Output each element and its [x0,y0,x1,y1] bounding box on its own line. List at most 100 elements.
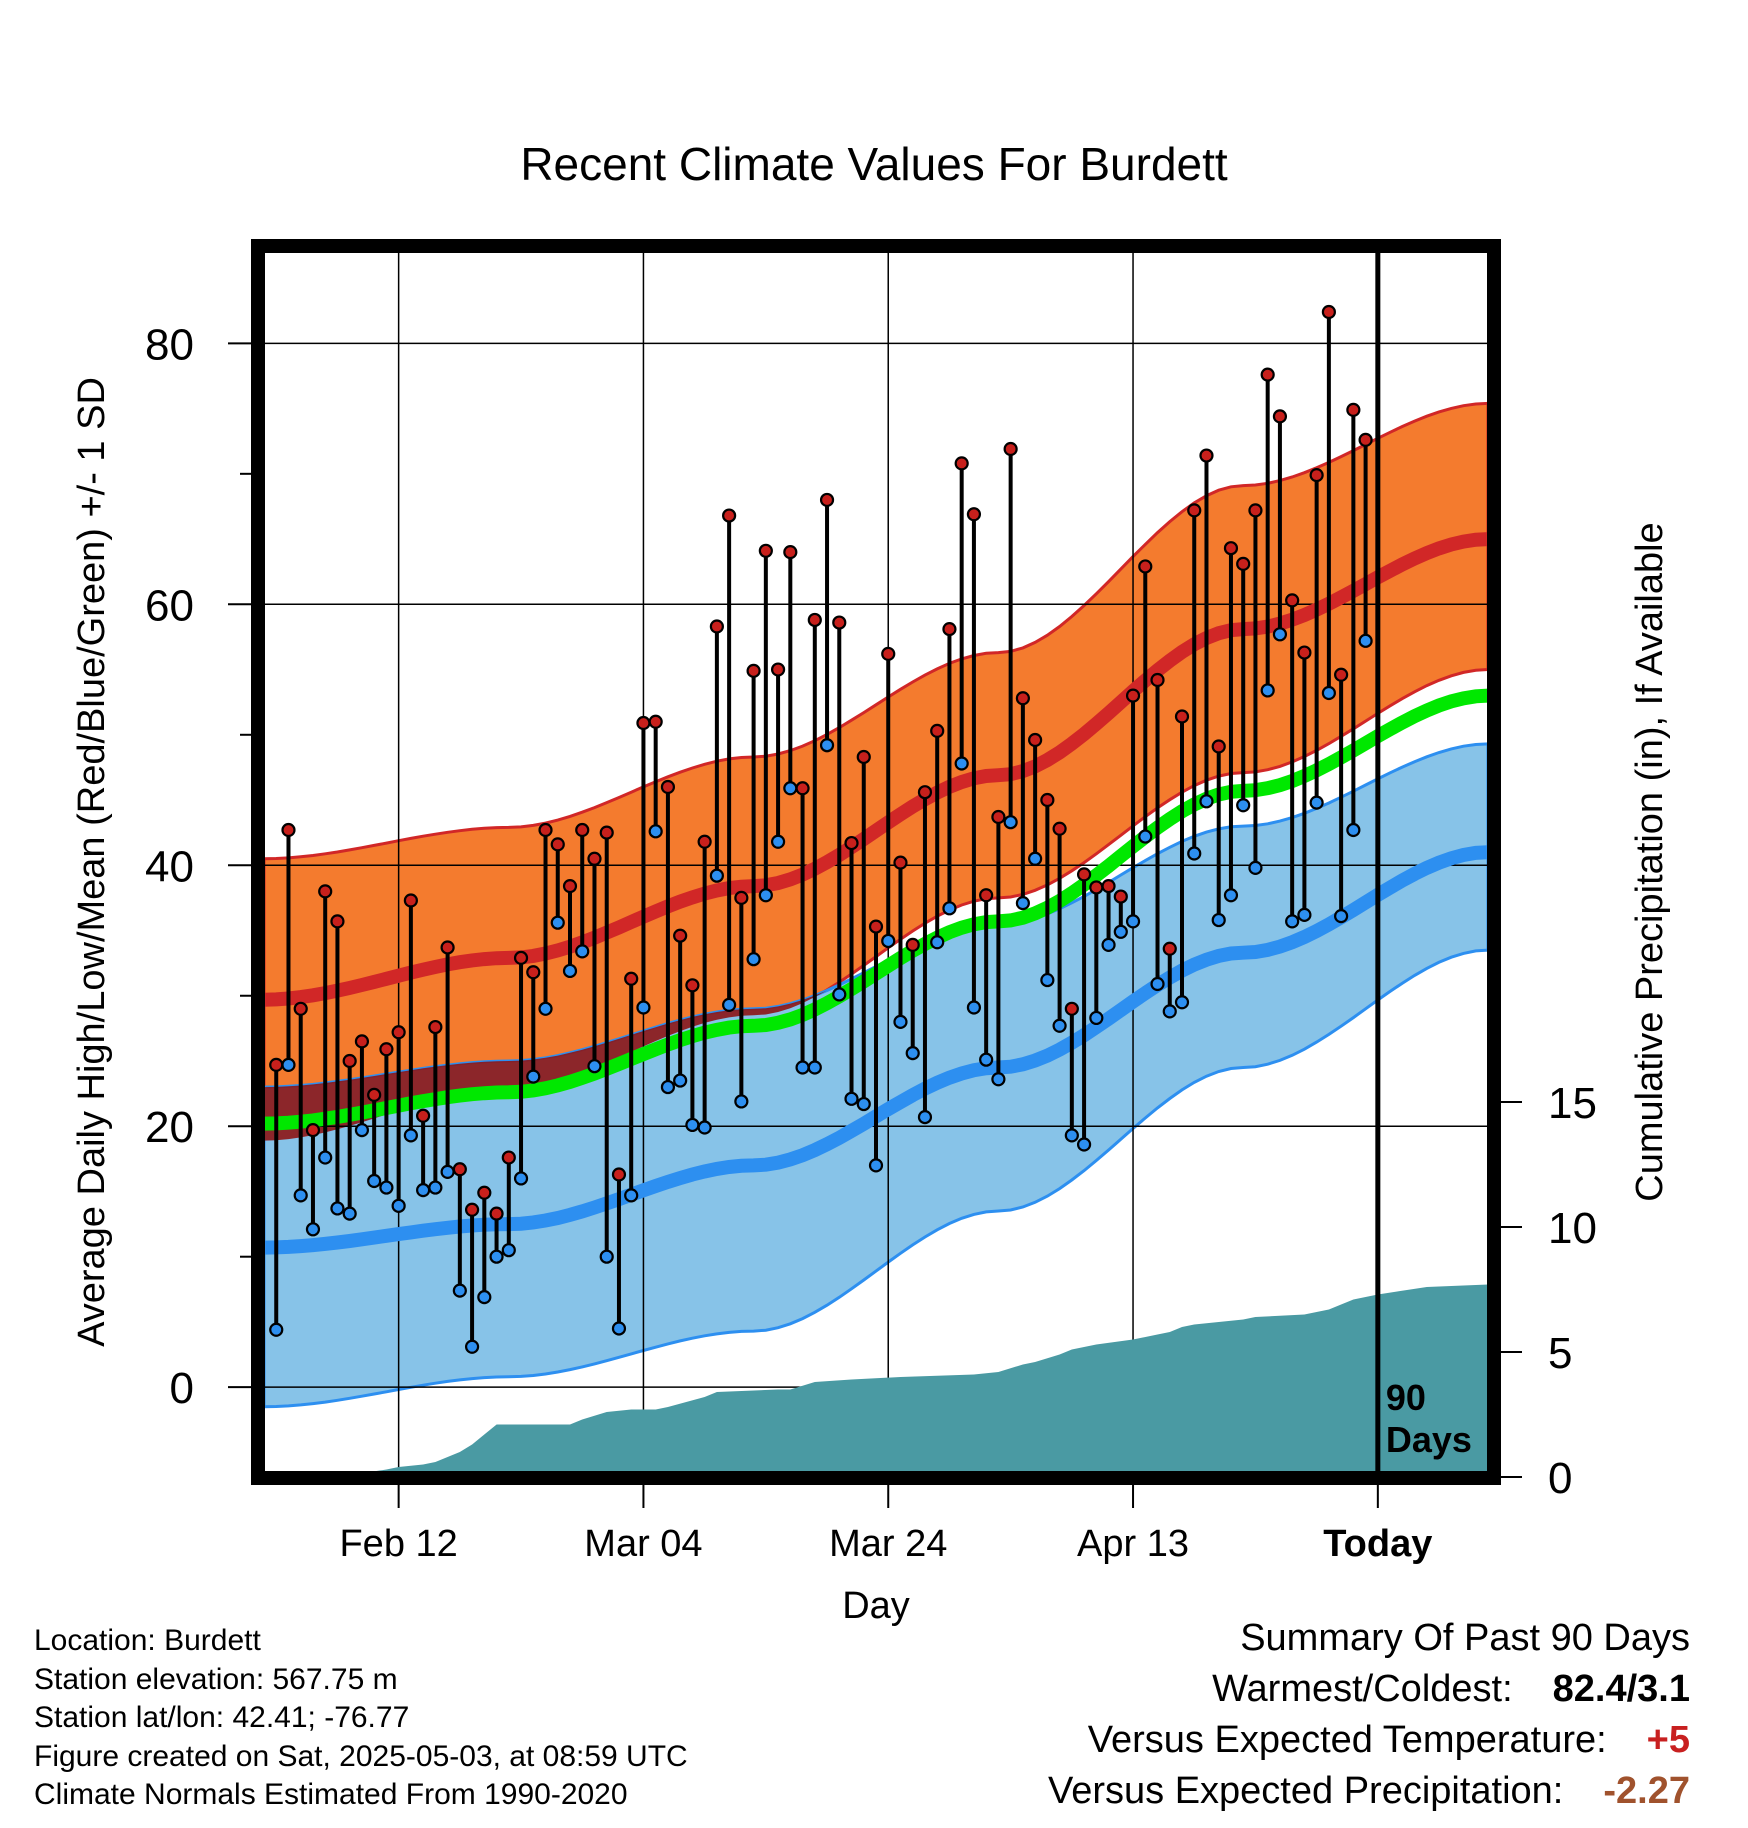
obs-high-point [868,919,884,934]
cumulative-precip-area [370,1284,1488,1472]
temp-label: Versus Expected Temperature: [1087,1719,1607,1761]
obs-high-point [1358,432,1373,447]
obs-low-point [293,1188,308,1203]
obs-high-point [991,809,1006,825]
obs-high-point [1260,367,1275,382]
summary-precip-row: Versus Expected Precipitation: -2.27 [1048,1766,1690,1817]
obs-low-point [746,952,761,967]
obs-high-point [942,621,957,637]
obs-high-point [856,749,871,765]
x-axis-label: Day [842,1585,910,1627]
obs-low-point [917,1109,933,1125]
obs-low-point [318,1150,333,1165]
obs-high-point [416,1108,431,1123]
obs-high-point [966,507,982,522]
obs-high-point [1003,441,1018,457]
obs-low-point [1321,685,1336,701]
obs-high-point [1138,559,1153,574]
obs-low-point [1187,846,1202,861]
obs-high-point [746,663,761,678]
obs-low-point [868,1158,884,1173]
obs-low-point [342,1206,357,1221]
obs-low-point [1064,1128,1079,1143]
obs-high-point [330,914,345,929]
obs-low-point [991,1072,1006,1087]
obs-low-point [1236,798,1251,813]
obs-high-point [758,543,773,558]
obs-high-point [587,851,602,866]
x-tick-label: Feb 12 [339,1523,457,1565]
obs-high-point [783,545,798,560]
obs-low-point [391,1198,406,1213]
obs-low-point [722,997,737,1012]
obs-high-point [452,1162,467,1177]
obs-low-point [930,935,945,950]
obs-high-point [379,1042,394,1057]
obs-low-point [893,1014,908,1029]
y-tick-label: 20 [145,1103,194,1152]
obs-low-point [1174,995,1190,1010]
obs-high-point [1125,688,1141,703]
x-tick-label: Mar 04 [584,1523,702,1565]
obs-low-point [611,1321,627,1336]
plot-frame [251,239,1501,1485]
obs-high-point [1064,1001,1079,1016]
obs-low-point [1199,794,1214,809]
obs-high-point [1076,867,1092,882]
obs-low-point [1285,914,1300,929]
obs-high-point [599,825,614,840]
y2-axis-label: Cumulative Precipitation (in), If Availa… [1629,522,1671,1201]
obs-low-point [330,1201,345,1216]
obs-low-point [1101,937,1116,952]
normal-high-line [264,532,1488,1007]
obs-low-point [550,915,565,930]
obs-low-point [819,738,835,753]
obs-high-point [391,1025,406,1040]
obs-low-point [1297,907,1312,922]
today-annotation: 90 Days [1386,1377,1472,1460]
obs-high-point [562,879,578,894]
obs-low-point [807,1060,822,1075]
obs-high-point [1028,732,1043,748]
obs-low-point [660,1079,676,1095]
obs-high-point [305,1123,321,1138]
y-tick-label: 40 [145,842,194,891]
obs-high-point [318,884,333,899]
obs-high-point [269,1057,284,1072]
obs-high-point [636,715,651,731]
temp-value: +5 [1646,1719,1690,1761]
warmest-value: 82.4/3.1 [1552,1668,1690,1710]
obs-high-point [648,714,663,729]
obs-high-point [1015,691,1030,706]
obs-low-point [1248,860,1263,875]
obs-low-point [979,1052,994,1067]
obs-high-point [917,785,933,800]
obs-low-point [783,781,798,796]
obs-low-point [856,1096,871,1112]
station-info: Location: Burdett Station elevation: 567… [34,1622,688,1815]
chart-title: Recent Climate Values For Burdett [520,138,1228,190]
obs-low-point [1113,924,1128,939]
obs-high-point [685,978,700,993]
obs-high-point [1101,879,1116,894]
obs-low-point [1125,914,1141,929]
y2-tick-label: 15 [1548,1079,1597,1128]
obs-high-point [1334,667,1349,682]
obs-high-point [979,888,994,903]
obs-low-point [1015,896,1030,911]
obs-high-point [795,781,810,796]
obs-high-point [501,1150,516,1165]
obs-high-point [440,940,455,955]
obs-low-point [905,1046,920,1061]
obs-high-point [1272,409,1288,424]
obs-high-point [930,723,945,738]
obs-high-point [428,1019,443,1035]
obs-high-point [1089,880,1104,895]
obs-high-point [1199,448,1214,463]
obs-high-point [538,822,553,838]
obs-high-point [611,1167,627,1182]
obs-high-point [477,1185,492,1200]
obs-low-point [636,1000,651,1015]
obs-low-point [1150,976,1165,992]
obs-high-point [844,835,859,851]
